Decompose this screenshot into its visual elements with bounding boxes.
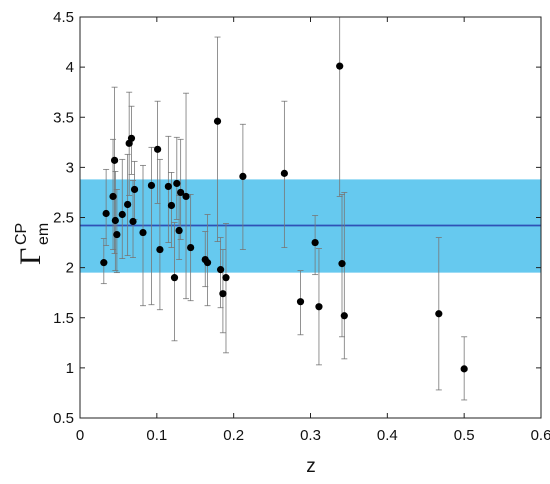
data-point [435, 310, 443, 318]
y-tick-label: 0.5 [53, 410, 74, 427]
error-bar [119, 158, 126, 260]
data-point [175, 226, 183, 235]
x-tick-label: 0.4 [377, 427, 398, 444]
data-point [167, 201, 176, 210]
error-bar [156, 158, 163, 311]
data-point [170, 274, 179, 282]
data-point [110, 156, 119, 164]
error-bar [171, 222, 178, 342]
y-tick-label: 2 [66, 260, 74, 277]
data-point [177, 188, 185, 197]
data-point [147, 181, 156, 190]
data-point [127, 134, 136, 142]
data-point [139, 228, 147, 237]
error-bar [239, 123, 246, 250]
y-tick-label: 4 [66, 59, 74, 76]
error-bars [100, 16, 468, 401]
y-tick-label: 1.5 [53, 310, 74, 327]
error-bar [336, 16, 343, 197]
data-points [100, 62, 468, 373]
data-point [280, 169, 288, 177]
error-bar [222, 223, 229, 354]
data-point [100, 259, 108, 267]
data-point [164, 182, 172, 191]
error-bar [214, 36, 221, 242]
data-point [156, 245, 164, 254]
data-point [315, 303, 323, 311]
data-point [340, 312, 348, 320]
data-point [154, 145, 162, 153]
data-point [182, 192, 190, 201]
data-point [217, 266, 225, 274]
x-tick-label: 0 [76, 427, 84, 444]
y-axis-label-subscript: em [35, 223, 52, 245]
y-tick-label: 3.5 [53, 109, 74, 126]
error-bar [103, 168, 110, 246]
data-point [203, 259, 212, 267]
data-point [222, 274, 230, 282]
data-point [124, 200, 132, 209]
data-point [296, 298, 305, 306]
data-point [213, 117, 222, 125]
data-point [129, 217, 137, 226]
data-point [336, 62, 344, 70]
y-axis-ticks: 0.5 1 1.5 2 2.5 3 3.5 4 4.5 [53, 9, 541, 427]
x-tick-label: 0.5 [454, 427, 475, 444]
x-tick-label: 0.2 [223, 427, 244, 444]
y-axis-label-superscript: CP [13, 223, 30, 245]
data-point [311, 238, 319, 247]
y-tick-label: 3 [66, 159, 74, 176]
error-bar [148, 146, 155, 306]
data-point [113, 230, 121, 239]
y-tick-label: 1 [66, 360, 74, 377]
x-axis-ticks: 0 0.1 0.2 0.3 0.4 0.5 0.6 [76, 17, 550, 444]
data-point [118, 210, 126, 219]
x-tick-label: 0.1 [146, 427, 167, 444]
data-point [102, 209, 110, 218]
x-tick-label: 0.3 [300, 427, 321, 444]
error-bar [341, 192, 348, 360]
y-tick-label: 2.5 [53, 210, 74, 227]
y-axis-label: Γ em CP [13, 218, 52, 265]
data-point [111, 216, 119, 225]
y-axis-label-main: Γ [14, 248, 47, 265]
data-point [460, 365, 468, 373]
data-point [173, 179, 181, 188]
data-point [109, 192, 117, 201]
x-axis-label: z [306, 456, 316, 477]
data-point [219, 290, 227, 298]
svg-text:Γ em CP: Γ em CP [13, 218, 52, 265]
y-tick-label: 4.5 [53, 9, 74, 26]
plot-area [79, 16, 542, 419]
x-tick-label: 0.6 [531, 427, 550, 444]
data-point [130, 185, 139, 194]
data-point [239, 172, 247, 180]
data-point [338, 260, 346, 268]
data-point [187, 243, 195, 252]
